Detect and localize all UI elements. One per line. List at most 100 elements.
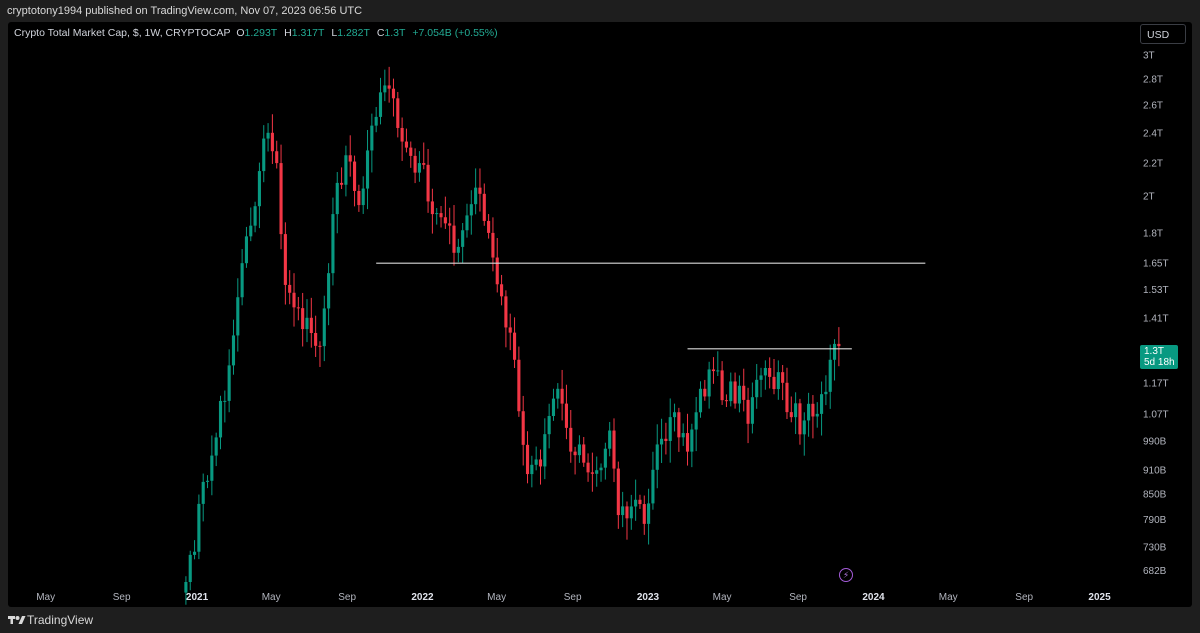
candle-body: [426, 164, 430, 202]
candle-body: [534, 459, 538, 465]
candle-body: [257, 171, 261, 207]
last-price-badge: 1.3T 5d 18h: [1140, 345, 1178, 369]
close-value: 1.3T: [384, 27, 406, 39]
price-tick-label: 1.17T: [1143, 378, 1169, 389]
chart-area[interactable]: 3T 2.8T 2.6T 2.4T 2.2T 2T 1.8T 1.65T 1.53T 1.41T 1…: [8, 22, 1192, 607]
candle-body: [205, 480, 210, 482]
candle-body: [750, 397, 754, 424]
candle-body: [253, 206, 257, 226]
candle-body: [275, 151, 279, 164]
candle-body: [240, 263, 244, 298]
candle-body: [340, 182, 344, 185]
candle-body: [837, 343, 841, 347]
candle-body: [504, 296, 508, 328]
candle-body: [815, 413, 819, 417]
candle-body: [374, 116, 378, 126]
candle-body: [417, 163, 421, 173]
candle-body: [188, 554, 192, 582]
low-value: 1.282T: [337, 27, 370, 39]
candle-body: [577, 444, 581, 456]
footer-bar: TradingView: [0, 607, 1200, 633]
candle-body: [733, 381, 737, 404]
candle-body: [776, 372, 780, 390]
candle-body: [564, 403, 568, 428]
candle-body: [487, 220, 491, 233]
candle-body: [495, 257, 499, 285]
candle-body: [314, 333, 318, 346]
candle-body: [422, 163, 426, 165]
candle-body: [357, 190, 361, 206]
candle-body: [361, 188, 365, 206]
candle-body: [573, 451, 577, 456]
candle-body: [746, 399, 750, 424]
price-tick-label: 1.53T: [1143, 285, 1169, 296]
price-tick-label: 2T: [1143, 192, 1155, 203]
candle-body: [525, 444, 530, 475]
candle-body: [595, 470, 599, 474]
candle-body: [802, 420, 806, 435]
candle-body: [807, 403, 811, 421]
time-tick-label: Sep: [113, 592, 131, 603]
candle-body: [378, 92, 383, 117]
change-value: +7.054B (+0.55%): [412, 27, 498, 39]
price-tick-label: 1.41T: [1143, 313, 1169, 324]
price-tick-label: 3T: [1143, 51, 1155, 62]
symbol-legend: Crypto Total Market Cap, $, 1W, CRYPTOCA…: [14, 27, 498, 39]
candle-body: [625, 506, 629, 519]
candle-body: [599, 467, 603, 471]
candle-body: [517, 359, 521, 412]
time-tick-label: May: [713, 592, 732, 603]
candle-body: [512, 332, 517, 360]
candle-body: [296, 307, 300, 309]
candle-body: [201, 481, 205, 504]
candle-body: [448, 223, 452, 226]
candle-body: [569, 427, 573, 452]
candle-body: [642, 504, 646, 524]
candle-body: [785, 382, 789, 413]
candle-body: [832, 343, 837, 360]
publisher-bar: cryptotony1994 published on TradingView.…: [0, 0, 1200, 22]
candle-body: [335, 182, 339, 215]
price-tick-label: 1.07T: [1143, 409, 1169, 420]
price-chart[interactable]: 3T 2.8T 2.6T 2.4T 2.2T 2T 1.8T 1.65T 1.53T 1.41T 1…: [8, 22, 1192, 607]
candle-body: [638, 499, 642, 505]
price-tick-label: 910B: [1143, 466, 1167, 477]
time-tick-label: 2021: [186, 592, 209, 603]
candle-body: [681, 433, 685, 438]
candle-body: [365, 150, 370, 189]
candle-body: [547, 416, 551, 435]
symbol-name: Crypto Total Market Cap, $, 1W, CRYPTOCA…: [14, 27, 231, 39]
candle-body: [763, 368, 767, 376]
candle-body: [404, 141, 409, 148]
candle-body: [612, 430, 616, 469]
candle-body: [789, 412, 793, 418]
candle-body: [193, 551, 197, 555]
candle-body: [655, 444, 659, 470]
candle-body: [231, 335, 236, 366]
candle-body: [352, 161, 357, 191]
candle-body: [249, 225, 253, 237]
candle-body: [707, 369, 711, 397]
price-tick-label: 990B: [1143, 436, 1167, 447]
candle-body: [798, 403, 802, 435]
candle-body: [270, 132, 274, 152]
candle-body: [742, 385, 746, 400]
candle-body: [439, 213, 443, 218]
time-tick-label: May: [36, 592, 55, 603]
candle-body: [737, 385, 741, 404]
candle-body: [327, 273, 331, 309]
candle-body: [482, 193, 486, 221]
close-label: C: [376, 27, 385, 39]
candle-body: [348, 155, 352, 162]
candle-body: [443, 217, 447, 224]
candle-body: [344, 155, 348, 185]
price-tick-label: 1.65T: [1143, 259, 1169, 270]
candle-body: [331, 214, 335, 274]
candle-body: [236, 297, 240, 336]
lightning-icon[interactable]: ⚡: [839, 568, 853, 582]
open-label: O: [236, 27, 245, 39]
currency-button[interactable]: USD: [1140, 24, 1186, 44]
candle-body: [759, 375, 763, 380]
high-label: H: [284, 27, 292, 39]
price-tick-label: 790B: [1143, 515, 1167, 526]
